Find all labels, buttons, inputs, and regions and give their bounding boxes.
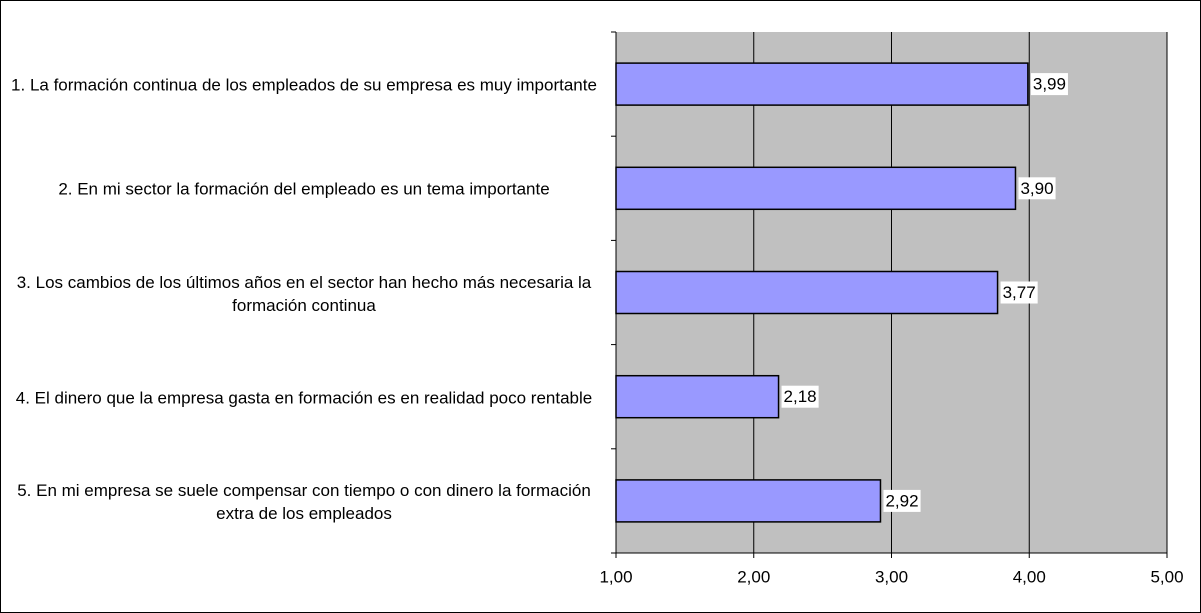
value-label-bg xyxy=(781,385,819,408)
value-label-bg xyxy=(1030,73,1068,96)
x-tick-label: 1,00 xyxy=(599,567,632,586)
value-label: 2,92 xyxy=(885,491,918,510)
x-tick-label: 5,00 xyxy=(1150,567,1183,586)
bar xyxy=(615,270,999,315)
value-label: 3,99 xyxy=(1033,75,1066,94)
x-tick-label: 3,00 xyxy=(875,567,908,586)
value-label-bg xyxy=(1018,177,1056,200)
value-label: 2,18 xyxy=(784,387,817,406)
x-tick-label: 2,00 xyxy=(737,567,770,586)
value-label-bg xyxy=(1000,281,1038,304)
value-label: 3,77 xyxy=(1003,283,1036,302)
value-label: 3,90 xyxy=(1020,179,1053,198)
x-tick-label: 4,00 xyxy=(1013,567,1046,586)
category-label: 5. En mi empresa se suele compensar con … xyxy=(17,480,591,523)
value-label-bg xyxy=(883,489,921,512)
bar xyxy=(615,166,1017,211)
category-label: 1. La formación continua de los empleado… xyxy=(11,75,597,95)
category-label: 3. Los cambios de los últimos años en el… xyxy=(16,272,592,315)
category-label: 2. En mi sector la formación del emplead… xyxy=(58,179,550,199)
bar xyxy=(615,62,1029,106)
category-label: 4. El dinero que la empresa gasta en for… xyxy=(15,388,593,408)
bar xyxy=(615,479,882,523)
bar xyxy=(615,374,780,419)
